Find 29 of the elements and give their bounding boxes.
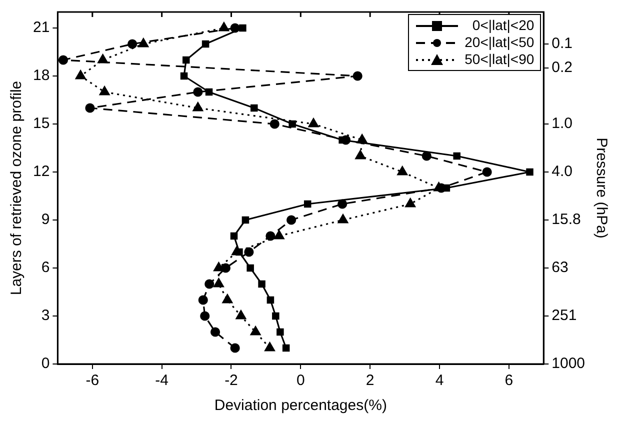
y2-axis-title: Pressure (hPa) bbox=[592, 138, 610, 238]
x-tick-label: 0 bbox=[296, 372, 305, 390]
x-tick-label: 2 bbox=[366, 372, 374, 390]
y-tick-label: 21 bbox=[32, 19, 50, 36]
y2-tick-label: 0.1 bbox=[552, 34, 572, 52]
y-tick-label: 9 bbox=[41, 211, 50, 228]
x-tick-label: -6 bbox=[86, 372, 100, 390]
legend-label: 0<|lat|<20 bbox=[471, 17, 534, 34]
y-axis-title: Layers of retrieved ozone profile bbox=[8, 80, 26, 296]
y-tick-label: 12 bbox=[32, 163, 50, 180]
x-tick-label: 4 bbox=[435, 372, 444, 390]
y-tick-label: 0 bbox=[41, 355, 50, 372]
y-tick-label: 6 bbox=[41, 259, 50, 276]
y2-tick-label: 251 bbox=[552, 307, 577, 324]
x-tick-label: -4 bbox=[155, 372, 168, 390]
y2-tick-label: 1000 bbox=[552, 355, 586, 372]
y-tick-label: 18 bbox=[32, 67, 50, 84]
y2-tick-label: 4.0 bbox=[552, 163, 572, 180]
y-tick-label: 15 bbox=[32, 115, 50, 132]
y2-tick-label: 15.8 bbox=[552, 210, 581, 228]
x-axis-title: Deviation percentages(%) bbox=[214, 397, 387, 414]
x-tick-label: -2 bbox=[224, 372, 238, 390]
y2-tick-label: 1.0 bbox=[552, 115, 572, 132]
legend-label: 20<|lat|<50 bbox=[464, 34, 534, 51]
x-tick-label: 6 bbox=[504, 372, 514, 390]
y-tick-label: 3 bbox=[41, 307, 50, 324]
y2-tick-label: 63 bbox=[552, 259, 568, 276]
y2-tick-label: 0.2 bbox=[552, 59, 572, 76]
legend-label: 50<|lat|<90 bbox=[464, 51, 534, 68]
